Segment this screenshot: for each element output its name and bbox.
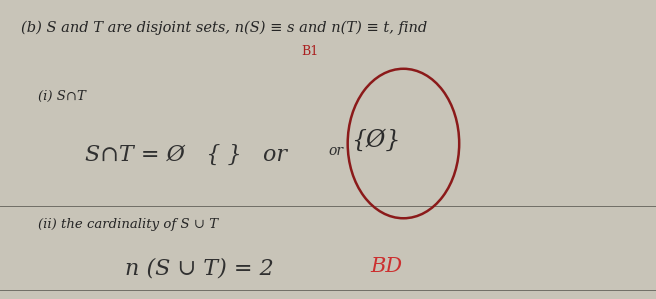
Text: S∩T = Ø   { }   or: S∩T = Ø { } or: [85, 144, 287, 166]
Text: B1: B1: [302, 45, 319, 58]
Text: or: or: [328, 144, 343, 158]
Text: n (S ∪ T) = 2: n (S ∪ T) = 2: [125, 257, 274, 279]
Text: (i) S∩T: (i) S∩T: [38, 90, 86, 103]
Text: BD: BD: [371, 257, 403, 276]
Text: (ii) the cardinality of S ∪ T: (ii) the cardinality of S ∪ T: [38, 218, 218, 231]
Text: (b) S and T are disjoint sets, n(S) ≡ s and n(T) ≡ t, find: (b) S and T are disjoint sets, n(S) ≡ s …: [21, 21, 427, 35]
Text: {Ø}: {Ø}: [351, 129, 400, 152]
